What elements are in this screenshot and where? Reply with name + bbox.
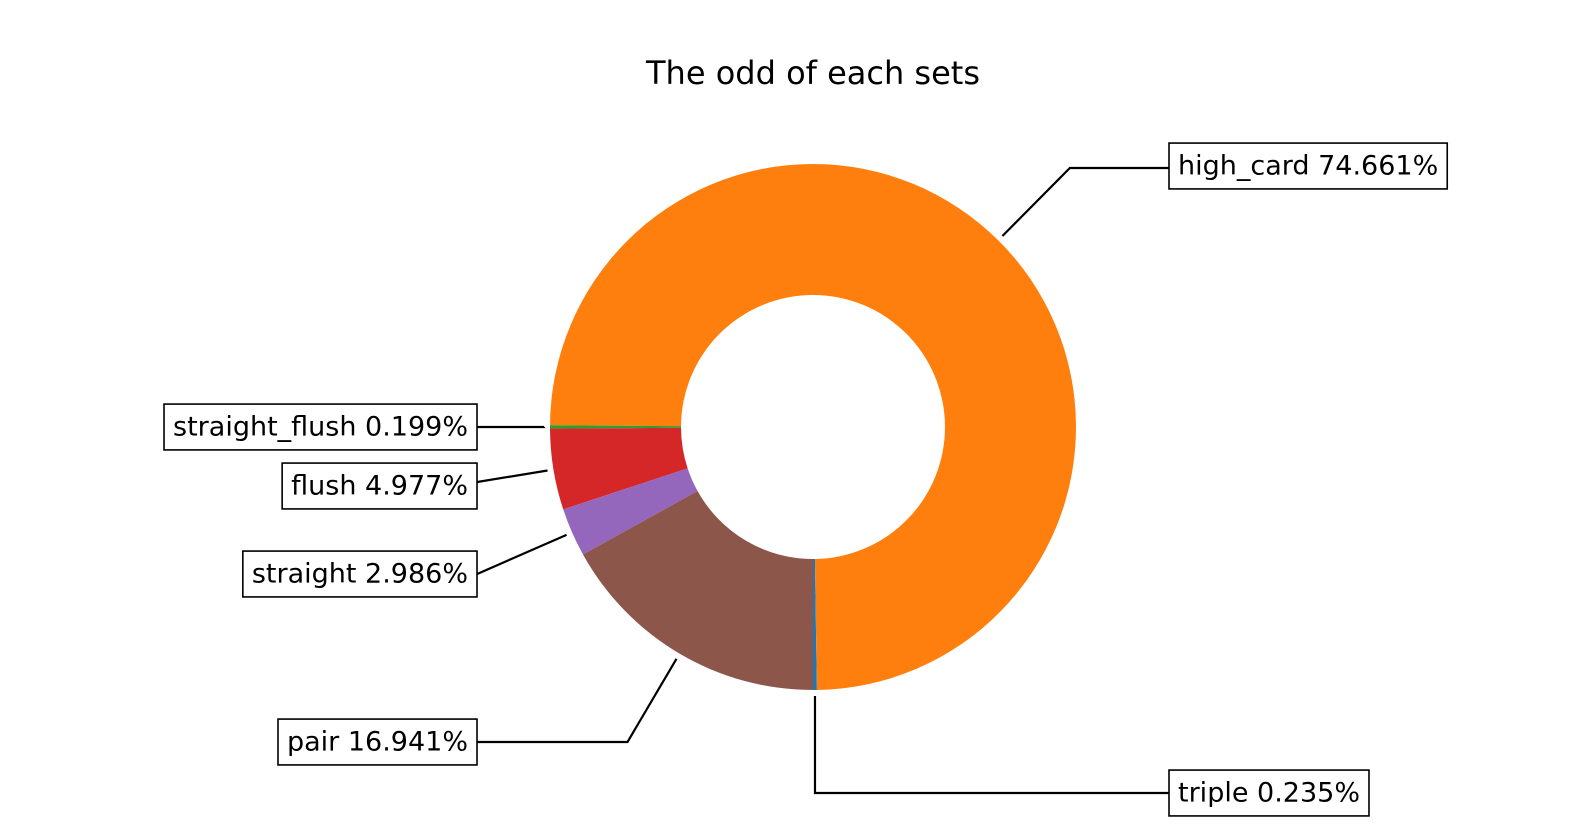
slice-label-text-flush: flush 4.977% <box>291 471 468 502</box>
slice-label-straight-flush: straight_flush 0.199% <box>164 404 477 450</box>
slice-label-straight: straight 2.986% <box>243 551 477 597</box>
leader-line-straight <box>474 535 567 574</box>
leader-line-triple <box>815 696 1170 793</box>
slice-label-text-triple: triple 0.235% <box>1178 778 1360 809</box>
slice-label-pair: pair 16.941% <box>278 719 477 765</box>
slice-label-triple: triple 0.235% <box>1169 770 1369 816</box>
slice-label-text-straight: straight 2.986% <box>252 559 468 590</box>
slice-label-text-high-card: high_card 74.661% <box>1178 151 1438 182</box>
slices-layer <box>550 164 1076 690</box>
slice-label-text-straight-flush: straight_flush 0.199% <box>173 412 468 443</box>
slice-label-high-card: high_card 74.661% <box>1169 143 1447 189</box>
chart-title: The odd of each sets <box>645 54 980 92</box>
leader-line-high-card <box>1002 168 1170 236</box>
leader-line-pair <box>474 659 676 742</box>
slice-label-text-pair: pair 16.941% <box>287 727 468 758</box>
slice-label-flush: flush 4.977% <box>282 463 477 509</box>
